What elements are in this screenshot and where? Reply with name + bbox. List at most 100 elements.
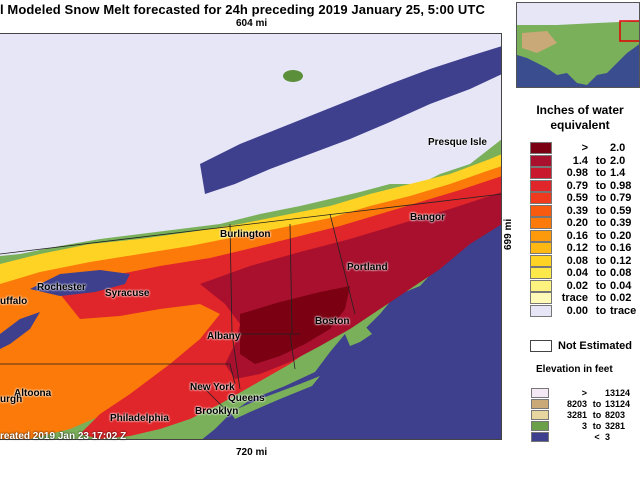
city-label: Brooklyn xyxy=(195,406,239,417)
legend-swatch xyxy=(530,254,552,267)
legend-swatch xyxy=(530,267,552,279)
legend-title: Inches of water equivalent xyxy=(536,103,624,132)
legend-to: to xyxy=(595,304,607,317)
elevation-legend-title: Elevation in feet xyxy=(536,364,613,375)
legend-swatch xyxy=(530,154,552,167)
long-island xyxy=(230,376,320,419)
city-label: Philadelphia xyxy=(110,413,169,424)
legend-high: 0.98 xyxy=(610,179,632,192)
elevation-high: 13124 xyxy=(605,388,631,398)
elevation-swatch xyxy=(531,410,549,420)
legend-swatch xyxy=(530,142,552,154)
legend-high: 2.0 xyxy=(610,142,626,154)
elevation-high: 3 xyxy=(605,432,611,442)
elevation-swatch xyxy=(531,432,549,442)
map-width-label: 604 mi xyxy=(236,18,268,29)
legend-swatch xyxy=(530,192,552,204)
elevation-low: 8203 xyxy=(566,399,587,409)
legend-low: 0.59 xyxy=(566,192,588,204)
state-borders xyxy=(0,193,501,415)
legend-high: 0.04 xyxy=(610,279,632,292)
forest-patch xyxy=(283,70,303,82)
legend-low: > xyxy=(581,142,588,154)
legend-to: to xyxy=(595,229,607,242)
elevation-high: 8203 xyxy=(605,410,626,420)
legend-high: 1.4 xyxy=(610,167,626,179)
city-label: Portland xyxy=(347,262,388,273)
melt-band-maroon xyxy=(240,286,350,364)
city-label: uffalo xyxy=(0,296,28,307)
legend-high: 0.16 xyxy=(610,242,632,254)
city-label: Syracuse xyxy=(105,288,150,299)
elevation-low: > xyxy=(581,388,587,398)
legend-low: trace xyxy=(561,292,588,304)
elevation-to: to xyxy=(592,410,602,420)
legend-to: to xyxy=(595,154,607,167)
legend-to: to xyxy=(595,179,607,192)
legend-low: 0.00 xyxy=(566,304,588,317)
legend-swatch xyxy=(530,217,552,229)
legend-low: 0.98 xyxy=(566,167,588,179)
elevation-to: to xyxy=(592,421,602,431)
legend-to: to xyxy=(595,204,607,217)
city-label: Altoona xyxy=(14,388,52,399)
city-label: New York xyxy=(190,382,235,393)
legend-to: to xyxy=(595,167,607,179)
legend-low: 0.79 xyxy=(566,179,588,192)
legend-high: 0.20 xyxy=(610,229,632,242)
legend-high: trace xyxy=(610,304,637,317)
map-canvas xyxy=(0,34,501,439)
legend-low: 0.02 xyxy=(566,279,588,292)
legend-low: 0.39 xyxy=(566,204,588,217)
legend-swatch xyxy=(530,229,552,242)
legend-high: 0.79 xyxy=(610,192,632,204)
legend-high: 0.08 xyxy=(610,267,632,279)
city-label: Queens xyxy=(228,393,265,404)
legend-swatch xyxy=(530,304,552,317)
created-timestamp: reated 2019 Jan 23 17:02 Z xyxy=(0,431,127,442)
elevation-high: 3281 xyxy=(605,421,626,431)
elevation-to: < xyxy=(594,432,600,442)
locator-highlight xyxy=(619,20,639,42)
legend-low: 0.12 xyxy=(566,242,588,254)
legend-to: to xyxy=(595,254,607,267)
legend-swatch xyxy=(530,242,552,254)
legend-swatch xyxy=(530,279,552,292)
st-lawrence-river xyxy=(200,46,501,194)
legend-high: 2.0 xyxy=(610,154,626,167)
map-height-label: 699 mi xyxy=(503,218,514,250)
legend-swatch xyxy=(530,204,552,217)
legend-to: to xyxy=(595,292,607,304)
elevation-high: 13124 xyxy=(605,399,631,409)
legend-not-estimated: Not Estimated xyxy=(530,340,632,353)
locator-map-canvas xyxy=(517,3,639,87)
legend-to: to xyxy=(595,217,607,229)
elevation-swatch xyxy=(531,388,549,398)
snow-melt-map[interactable] xyxy=(0,33,502,440)
legend-high: 0.59 xyxy=(610,204,632,217)
elevation-low: 3 xyxy=(581,421,587,431)
elevation-to: to xyxy=(592,399,602,409)
cape-cod xyxy=(345,326,372,346)
map-title: l Modeled Snow Melt forecasted for 24h p… xyxy=(0,2,485,17)
legend-to: to xyxy=(595,267,607,279)
lake-ontario xyxy=(30,270,130,296)
city-label: Boston xyxy=(315,316,350,327)
city-label: Burlington xyxy=(220,229,271,240)
legend-low: 0.16 xyxy=(566,229,588,242)
legend-low: 0.08 xyxy=(566,254,588,267)
lake-erie xyxy=(0,312,40,349)
map-bottom-width-label: 720 mi xyxy=(236,447,268,458)
legend-to: to xyxy=(595,279,607,292)
legend-to: to xyxy=(595,192,607,204)
elevation-low: 3281 xyxy=(566,410,587,420)
legend-low: 1.4 xyxy=(572,154,588,167)
legend-to: to xyxy=(595,242,607,254)
legend-high: 0.39 xyxy=(610,217,632,229)
city-label: Presque Isle xyxy=(428,137,487,148)
not-estimated-swatch xyxy=(530,340,552,353)
legend-swatch xyxy=(530,167,552,179)
locator-map[interactable] xyxy=(516,2,640,88)
legend-high: 0.02 xyxy=(610,292,632,304)
city-label: Rochester xyxy=(37,282,86,293)
